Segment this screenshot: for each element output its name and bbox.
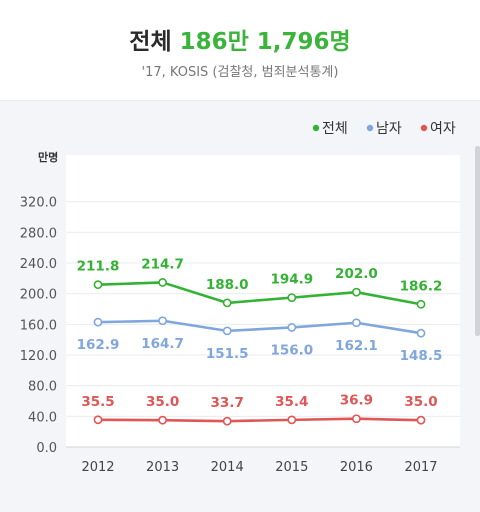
data-point[interactable]	[287, 293, 297, 303]
data-label: 151.5	[206, 346, 249, 362]
data-label: 35.5	[81, 394, 114, 410]
legend-entry: 남자	[376, 121, 402, 137]
series-line	[97, 281, 422, 306]
series-line	[97, 417, 422, 423]
data-point[interactable]	[287, 415, 297, 425]
y-tick-label: 200.0	[20, 288, 57, 303]
x-tick-label: 2013	[146, 460, 179, 475]
data-point[interactable]	[93, 415, 103, 425]
data-label: 156.0	[270, 342, 313, 358]
title-prefix: 전체	[129, 29, 172, 55]
legend-entry: 여자	[430, 121, 456, 137]
unit-label: 만명	[38, 150, 58, 164]
data-label: 211.8	[77, 259, 120, 275]
title-value: 186만 1,796명	[179, 29, 351, 55]
data-point[interactable]	[158, 278, 167, 287]
x-tick-label: 2016	[340, 460, 373, 475]
data-point[interactable]	[416, 415, 426, 425]
data-label: 35.0	[146, 394, 179, 410]
y-tick-label: 120.0	[20, 349, 57, 364]
data-point[interactable]	[351, 414, 361, 424]
data-point[interactable]	[222, 298, 232, 308]
data-point[interactable]	[287, 323, 297, 332]
data-point[interactable]	[93, 280, 103, 290]
y-tick-label: 80.0	[28, 380, 57, 395]
data-label: 188.0	[206, 277, 249, 293]
data-label: 164.7	[141, 336, 184, 352]
y-tick-label: 40.0	[28, 410, 57, 425]
data-label: 214.7	[141, 256, 184, 272]
data-label: 33.7	[211, 395, 244, 411]
data-label: 194.9	[270, 272, 313, 288]
header: 전체 186만 1,796명 '17, KOSIS (검찰청, 범죄분석통계)	[0, 0, 480, 100]
page-title: 전체 186만 1,796명	[0, 22, 480, 56]
data-label: 186.2	[400, 278, 443, 294]
legend-entry: 전체	[322, 121, 348, 137]
data-point[interactable]	[416, 328, 426, 338]
scrollbar[interactable]	[475, 146, 480, 336]
x-tick-label: 2014	[211, 460, 244, 475]
data-label: 162.9	[77, 337, 120, 353]
x-tick-label: 2012	[81, 460, 114, 475]
data-label: 36.9	[340, 393, 373, 409]
data-point[interactable]	[416, 299, 426, 309]
data-point[interactable]	[158, 316, 167, 326]
legend-swatch	[312, 124, 320, 132]
y-tick-label: 160.0	[20, 318, 57, 333]
legend-swatch	[420, 124, 428, 132]
series-line	[97, 319, 422, 335]
data-point[interactable]	[351, 318, 361, 328]
data-label: 162.1	[335, 338, 378, 354]
data-point[interactable]	[158, 415, 167, 425]
data-label: 202.0	[335, 266, 378, 282]
legend-swatch	[366, 124, 374, 132]
data-label: 35.4	[275, 394, 308, 410]
x-tick-label: 2015	[275, 460, 308, 475]
data-point[interactable]	[93, 317, 103, 327]
x-tick-label: 2017	[404, 460, 437, 475]
data-point[interactable]	[222, 326, 232, 336]
data-label: 35.0	[404, 394, 437, 410]
source-subtitle: '17, KOSIS (검찰청, 범죄분석통계)	[141, 65, 339, 80]
data-point[interactable]	[351, 287, 361, 297]
y-tick-label: 280.0	[20, 226, 57, 241]
data-label: 148.5	[400, 348, 443, 364]
y-tick-label: 240.0	[20, 257, 57, 272]
y-tick-label: 0.0	[36, 441, 57, 456]
data-point[interactable]	[222, 416, 232, 426]
y-tick-label: 320.0	[20, 196, 57, 211]
